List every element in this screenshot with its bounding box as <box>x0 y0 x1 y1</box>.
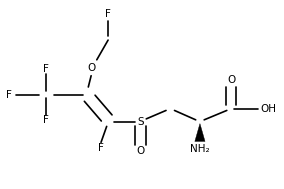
Text: F: F <box>43 115 49 125</box>
Text: O: O <box>87 63 95 73</box>
Text: F: F <box>43 64 49 74</box>
Polygon shape <box>195 124 205 141</box>
Text: O: O <box>227 75 235 85</box>
Text: F: F <box>98 143 104 153</box>
Text: O: O <box>136 146 145 156</box>
Text: S: S <box>137 117 144 127</box>
Text: OH: OH <box>261 104 277 114</box>
Text: F: F <box>105 9 111 19</box>
Text: NH₂: NH₂ <box>190 144 210 154</box>
Text: F: F <box>6 90 12 99</box>
